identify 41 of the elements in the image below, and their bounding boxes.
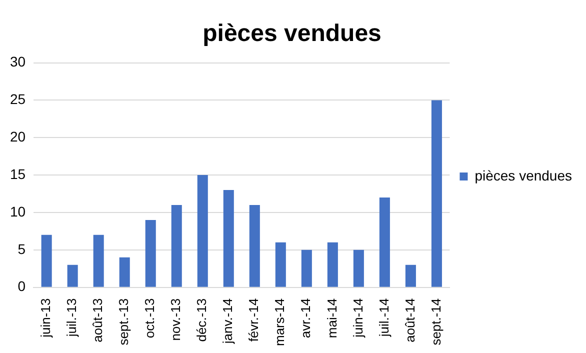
bar [327,242,338,287]
x-tick-label: avr.-14 [298,298,314,338]
bar [93,234,104,287]
legend-label: pièces vendues [474,167,572,184]
bar [301,250,312,287]
x-tick-label: déc.-13 [194,298,210,342]
y-tick-label: 25 [10,91,26,108]
x-tick-label: sept.-13 [116,298,132,346]
bar [67,264,78,287]
x-tick-label: sept.-14 [428,298,444,346]
bar [197,175,208,287]
bar [379,198,390,287]
y-tick-label: 10 [10,203,26,220]
y-tick-label: 5 [18,240,26,257]
x-tick-label: févr.-14 [246,298,262,342]
x-tick-label: juil.-13 [64,298,80,338]
x-tick-label: mai-14 [324,298,340,338]
y-tick-label: 30 [10,54,26,70]
bar [405,264,416,287]
x-tick-label: nov.-13 [168,298,184,341]
bar [145,220,156,287]
bar [171,205,182,287]
bar [223,190,234,287]
y-tick-label: 0 [18,278,26,294]
x-tick-label: juin-14 [350,298,366,338]
x-tick-label: juil.-14 [376,298,392,338]
x-tick-label: mars-14 [272,298,288,346]
y-tick-label: 15 [10,166,26,182]
bar [275,242,286,287]
bar [249,205,260,287]
x-tick-label: août-13 [90,298,106,342]
bar [41,234,52,287]
x-tick-label: août-14 [402,298,418,342]
bar [353,250,364,287]
bar [431,100,442,287]
x-tick-label: oct.-13 [142,298,158,338]
y-tick-label: 20 [10,128,26,144]
x-tick-label: juin-13 [38,298,54,338]
bar [119,257,130,287]
x-tick-label: janv.-14 [220,298,236,345]
chart-title: pièces vendues [202,20,382,48]
